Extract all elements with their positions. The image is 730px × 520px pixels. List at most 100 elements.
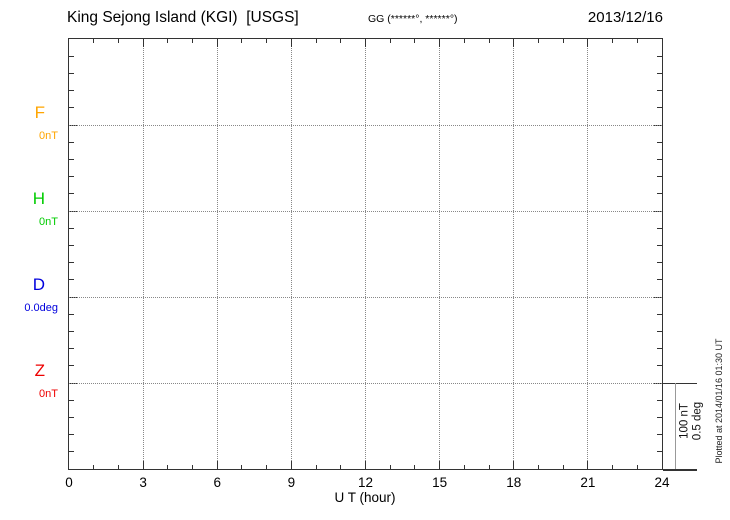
- channel-baseline-value-F: 0nT: [39, 130, 58, 142]
- x-major-tick-top: [290, 39, 292, 47]
- geographic-coords-label: GG (******°, ******°): [368, 13, 458, 25]
- x-minor-tick-top: [266, 39, 268, 43]
- y-minor-tick-right: [657, 434, 662, 436]
- y-minor-tick-right: [657, 262, 662, 264]
- x-minor-tick-bottom: [167, 465, 169, 469]
- y-minor-tick-right: [657, 176, 662, 178]
- y-minor-tick-right: [657, 313, 662, 315]
- vertical-gridline: [216, 39, 218, 469]
- y-minor-tick-left: [69, 193, 74, 195]
- scale-bar-labels: 100 nT 0.5 deg: [679, 402, 704, 440]
- scale-bar-bottom-cap: [663, 469, 697, 471]
- y-minor-tick-left: [69, 176, 74, 178]
- x-major-tick-bottom: [587, 461, 589, 469]
- x-major-tick-bottom: [365, 461, 366, 469]
- x-minor-tick-top: [463, 39, 465, 43]
- x-minor-tick-top: [315, 39, 317, 43]
- date-label: 2013/12/16: [587, 9, 663, 26]
- y-minor-tick-left: [69, 348, 74, 350]
- y-minor-tick-left: [69, 244, 74, 246]
- vertical-gridline: [365, 39, 366, 469]
- x-minor-tick-top: [636, 39, 638, 43]
- x-minor-tick-top: [192, 39, 194, 43]
- x-tick-label: 24: [654, 475, 670, 490]
- channel-label-D: D: [32, 275, 45, 294]
- channel-baseline-value-D: 0.0deg: [24, 302, 58, 314]
- x-major-tick-top: [142, 39, 144, 47]
- x-minor-tick-bottom: [612, 465, 614, 469]
- y-minor-tick-right: [657, 330, 662, 332]
- y-minor-tick-right: [657, 399, 662, 401]
- y-minor-tick-right: [657, 279, 662, 281]
- baseline-gridline-H: [69, 210, 662, 212]
- x-minor-tick-bottom: [562, 465, 564, 469]
- x-tick-label: 6: [213, 475, 221, 490]
- y-minor-tick-left: [69, 90, 74, 92]
- y-minor-tick-right: [657, 227, 662, 229]
- channel-label-Z: Z: [34, 361, 45, 380]
- x-major-tick-top: [439, 39, 441, 47]
- plotted-at-note: Plotted at 2014/01/16 01:30 UT: [714, 338, 724, 464]
- x-axis-title: U T (hour): [334, 490, 396, 505]
- x-minor-tick-bottom: [117, 465, 119, 469]
- x-tick-label: 3: [139, 475, 147, 490]
- x-minor-tick-top: [389, 39, 391, 43]
- vertical-gridline: [587, 39, 589, 469]
- channel-label-F: F: [34, 103, 45, 122]
- x-minor-tick-bottom: [636, 465, 638, 469]
- x-minor-tick-bottom: [315, 465, 317, 469]
- x-tick-label: 0: [65, 475, 73, 490]
- y-minor-tick-left: [69, 72, 74, 74]
- y-minor-tick-left: [69, 313, 74, 315]
- y-minor-tick-left: [69, 107, 74, 109]
- x-major-tick-top: [513, 39, 515, 47]
- y-minor-tick-right: [657, 141, 662, 143]
- station-title: King Sejong Island (KGI) [USGS]: [67, 9, 299, 26]
- channel-baseline-value-Z: 0nT: [39, 388, 58, 400]
- baseline-gridline-Z: [69, 382, 662, 384]
- x-minor-tick-top: [612, 39, 614, 43]
- scale-bar-top-cap: [663, 383, 697, 384]
- y-minor-tick-right: [657, 55, 662, 57]
- x-major-tick-bottom: [513, 461, 515, 469]
- baseline-gridline-D: [69, 296, 662, 298]
- x-major-tick-top: [365, 39, 366, 47]
- y-minor-tick-right: [657, 451, 662, 453]
- x-minor-tick-bottom: [463, 465, 465, 469]
- y-minor-tick-right: [657, 416, 662, 418]
- x-tick-label: 18: [506, 475, 522, 490]
- y-minor-tick-left: [69, 416, 74, 418]
- vertical-gridline: [439, 39, 441, 469]
- x-tick-label: 12: [357, 475, 374, 490]
- x-tick-label: 21: [580, 475, 596, 490]
- x-minor-tick-bottom: [266, 465, 268, 469]
- y-minor-tick-right: [657, 365, 662, 367]
- plot-area: [68, 38, 663, 470]
- baseline-gridline-F: [69, 124, 662, 126]
- x-minor-tick-top: [414, 39, 416, 43]
- x-minor-tick-bottom: [488, 465, 490, 469]
- y-minor-tick-right: [657, 193, 662, 195]
- x-minor-tick-top: [117, 39, 119, 43]
- y-minor-tick-left: [69, 365, 74, 367]
- x-minor-tick-top: [93, 39, 95, 43]
- x-minor-tick-bottom: [389, 465, 391, 469]
- x-minor-tick-bottom: [414, 465, 416, 469]
- y-minor-tick-left: [69, 399, 74, 401]
- x-tick-label: 15: [432, 475, 448, 490]
- vertical-gridline: [290, 39, 292, 469]
- x-major-tick-bottom: [216, 461, 218, 469]
- y-minor-tick-right: [657, 348, 662, 350]
- x-minor-tick-bottom: [340, 465, 342, 469]
- scale-bar-nt-label: 100 nT: [678, 403, 691, 439]
- y-minor-tick-left: [69, 141, 74, 143]
- x-tick-label: 9: [287, 475, 296, 490]
- x-major-tick-bottom: [142, 461, 144, 469]
- x-minor-tick-top: [488, 39, 490, 43]
- x-minor-tick-top: [340, 39, 342, 43]
- y-minor-tick-left: [69, 451, 74, 453]
- x-minor-tick-bottom: [93, 465, 95, 469]
- channel-label-H: H: [32, 189, 45, 208]
- y-minor-tick-left: [69, 227, 74, 229]
